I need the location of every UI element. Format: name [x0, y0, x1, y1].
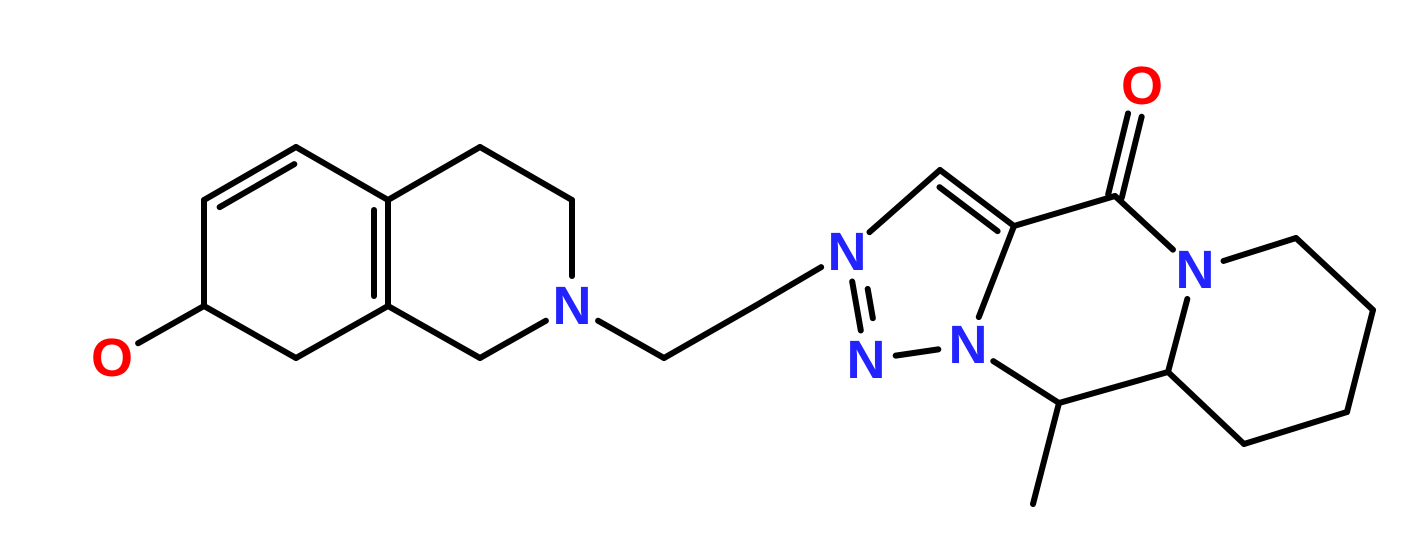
- atom-n: N: [553, 276, 592, 336]
- atom-n: N: [949, 315, 988, 375]
- atom-n: N: [828, 222, 867, 282]
- atom-n: N: [1176, 240, 1215, 300]
- atom-o: O: [91, 328, 133, 388]
- molecule-diagram: ONNNNON: [0, 0, 1415, 544]
- atom-n: N: [847, 330, 886, 390]
- atom-o: O: [1121, 56, 1163, 116]
